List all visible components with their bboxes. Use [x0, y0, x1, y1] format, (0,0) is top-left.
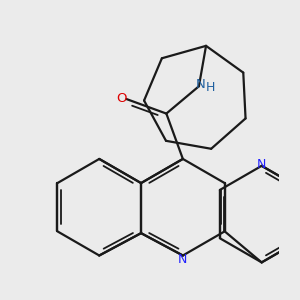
- Text: H: H: [206, 81, 215, 94]
- Text: N: N: [257, 158, 266, 170]
- Text: N: N: [177, 254, 187, 266]
- Text: O: O: [117, 92, 127, 105]
- Text: N: N: [196, 78, 206, 91]
